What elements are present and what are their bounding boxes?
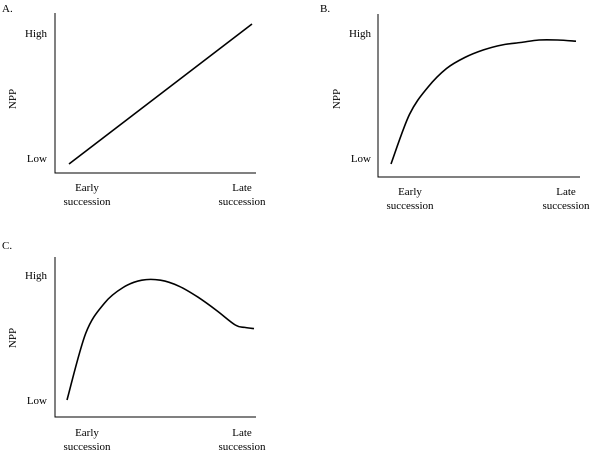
panel-a-xtick-late-1: Late — [232, 182, 252, 194]
panel-b-ylabel: NPP — [331, 89, 343, 109]
panel-a-label: A. — [2, 3, 13, 15]
panel-c-ytick-high: High — [25, 270, 48, 282]
panel-a-xtick-late-2: succession — [218, 196, 266, 208]
panel-a-ylabel: NPP — [7, 89, 19, 109]
panel-b-xtick-late-2: succession — [542, 200, 590, 212]
panel-b-npp-curve — [390, 38, 577, 165]
panel-b: B. NPP High Low Early succession Late su… — [320, 3, 590, 212]
panel-c-npp-curve — [66, 278, 255, 401]
panel-b-xtick-early-1: Early — [398, 186, 422, 198]
panel-a-xtick-early-1: Early — [75, 182, 99, 194]
panel-c-xtick-late-1: Late — [232, 427, 252, 439]
panel-b-xtick-early-2: succession — [386, 200, 434, 212]
panel-b-ytick-low: Low — [351, 153, 371, 165]
panel-a-ytick-low: Low — [27, 153, 47, 165]
panel-c-label: C. — [2, 240, 12, 252]
panel-c-ytick-low: Low — [27, 395, 47, 407]
panel-b-axes — [377, 14, 580, 178]
panel-a: A. NPP High Low Early succession Late su… — [2, 3, 266, 208]
panel-b-xtick-late-1: Late — [556, 186, 576, 198]
panel-b-ytick-high: High — [349, 28, 372, 40]
panel-c-xtick-late-2: succession — [218, 441, 266, 453]
panel-a-ytick-high: High — [25, 28, 48, 40]
panel-c-xtick-early-1: Early — [75, 427, 99, 439]
panel-a-xtick-early-2: succession — [63, 196, 111, 208]
panel-c-ylabel: NPP — [7, 328, 19, 348]
panel-c-axes — [54, 257, 256, 418]
panel-a-axes — [54, 13, 256, 174]
panel-c-xtick-early-2: succession — [63, 441, 111, 453]
panel-c: C. NPP High Low Early succession Late su… — [2, 240, 266, 453]
panel-b-label: B. — [320, 3, 330, 15]
panel-a-npp-curve — [68, 23, 253, 165]
